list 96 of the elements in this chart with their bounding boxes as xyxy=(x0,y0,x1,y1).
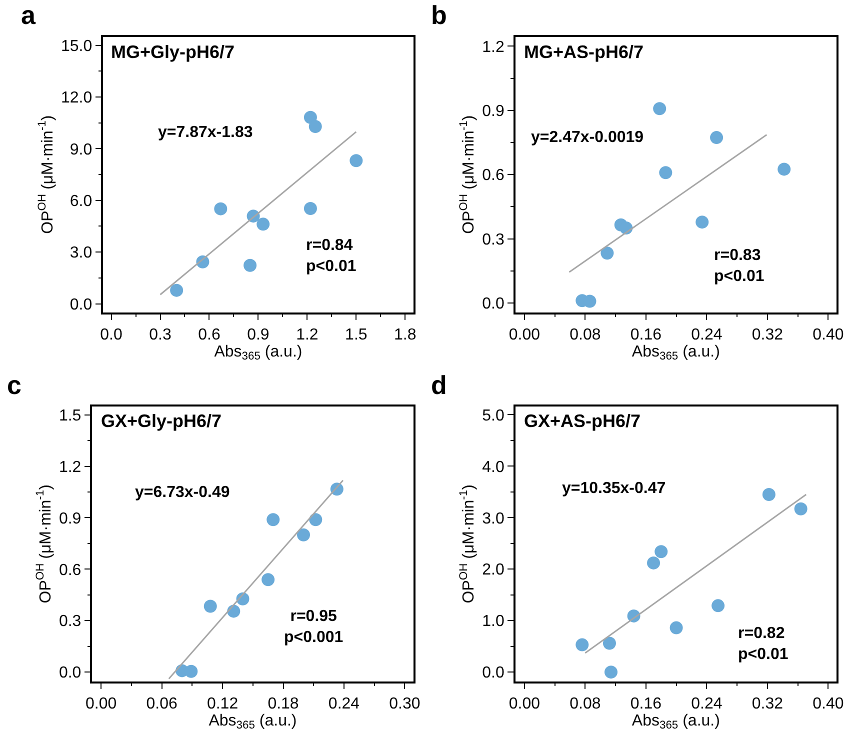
point xyxy=(297,528,310,542)
y-tick-label: 0.0 xyxy=(58,664,82,682)
point xyxy=(256,218,270,231)
y-tick-label: 9.0 xyxy=(70,141,92,158)
x-tick-label: 0.3 xyxy=(149,326,172,344)
point xyxy=(214,202,228,216)
annotation: r=0.95 p<0.001 xyxy=(284,608,344,646)
point xyxy=(794,502,808,516)
y-tick-label: 0.0 xyxy=(482,296,504,313)
y-tick-label: 1.0 xyxy=(482,613,504,630)
point xyxy=(184,664,198,678)
x-tick-label: 1.2 xyxy=(296,326,318,344)
point xyxy=(653,102,666,116)
point xyxy=(309,513,322,526)
y-tick-label: 0.0 xyxy=(482,664,504,682)
y-tick-label: 0.6 xyxy=(58,562,82,579)
point xyxy=(696,216,709,229)
x-tick-label: 0.0 xyxy=(100,326,122,344)
chart-title: MG+AS-pH6/7 xyxy=(524,42,644,62)
point xyxy=(350,154,363,168)
y-tick-label: 1.2 xyxy=(482,38,504,56)
text: a xyxy=(21,0,36,30)
annotation: y=6.73x-0.49 xyxy=(135,484,230,501)
y-tick-label: 0.9 xyxy=(482,102,504,120)
x-axis-title: Abs$_{365}$ (a.u.) xyxy=(632,343,720,363)
chart-title: GX+Gly-pH6/7 xyxy=(101,411,222,431)
x-axis-title: Abs$_{365}$ (a.u.) xyxy=(214,343,302,363)
y-tick-label: 2.0 xyxy=(482,562,504,579)
x-tick-label: 0.08 xyxy=(570,326,601,344)
x-axis-title: Abs$_{365}$ (a.u.) xyxy=(632,712,720,732)
x-tick-label: 0.32 xyxy=(752,695,784,712)
y-tick-label: 4.0 xyxy=(482,458,504,476)
annotation: r=0.84 p<0.01 xyxy=(306,237,356,275)
x-tick-label: 0.06 xyxy=(146,695,178,712)
point xyxy=(600,246,614,260)
x-tick-label: 0.00 xyxy=(508,695,540,712)
chart-title: MG+Gly-pH6/7 xyxy=(111,42,235,62)
point xyxy=(244,258,257,272)
y-tick-label: 1.2 xyxy=(58,458,82,476)
y-tick-label: 1.5 xyxy=(58,407,82,424)
point xyxy=(647,556,660,570)
y-tick-label: 0.0 xyxy=(70,296,92,314)
chart-title: GX+AS-pH6/7 xyxy=(524,411,641,431)
point xyxy=(170,284,184,297)
x-tick-label: 0.9 xyxy=(247,326,270,344)
x-tick-label: 0.24 xyxy=(691,695,722,712)
x-tick-label: 0.00 xyxy=(85,695,117,712)
y-tick-label: 0.3 xyxy=(482,231,504,248)
annotation: r=0.82 p<0.01 xyxy=(738,625,788,663)
x-tick-label: 0.00 xyxy=(508,326,540,344)
y-tick-label: 3.0 xyxy=(482,510,504,528)
y-tick-label: 5.0 xyxy=(482,407,504,424)
point xyxy=(308,120,322,133)
x-tick-label: 0.18 xyxy=(268,695,299,712)
x-tick-label: 0.30 xyxy=(389,695,420,712)
y-tick-label: 3.0 xyxy=(70,244,92,262)
text: d xyxy=(431,370,447,400)
annotation: y=10.35x-0.47 xyxy=(562,480,666,497)
point xyxy=(576,638,589,652)
x-tick-label: 0.24 xyxy=(328,695,360,712)
point xyxy=(778,162,791,176)
point xyxy=(266,513,280,526)
point xyxy=(304,202,317,215)
y-tick-label: 0.6 xyxy=(482,167,504,184)
point xyxy=(654,545,668,558)
point xyxy=(602,636,616,650)
point xyxy=(670,621,683,634)
x-tick-label: 0.40 xyxy=(812,695,844,712)
point xyxy=(762,488,776,501)
point xyxy=(204,600,217,613)
x-tick-label: 0.12 xyxy=(206,695,238,712)
text: b xyxy=(431,0,447,30)
point xyxy=(710,131,724,144)
point xyxy=(712,599,725,612)
y-tick-label: 12.0 xyxy=(61,90,92,107)
x-axis-title: Abs$_{365}$ (a.u.) xyxy=(208,712,297,732)
x-tick-label: 0.6 xyxy=(198,326,220,344)
point xyxy=(659,166,672,180)
y-tick-label: 0.9 xyxy=(58,510,82,528)
x-tick-label: 0.24 xyxy=(691,326,722,344)
x-tick-label: 1.8 xyxy=(394,326,416,344)
x-tick-label: 0.32 xyxy=(752,326,784,344)
x-tick-label: 0.16 xyxy=(630,326,662,344)
x-tick-label: 1.5 xyxy=(345,326,368,344)
x-tick-label: 0.40 xyxy=(812,326,844,344)
y-tick-label: 6.0 xyxy=(70,193,92,210)
x-tick-label: 0.16 xyxy=(630,695,662,712)
text: c xyxy=(7,370,22,400)
y-tick-label: 15.0 xyxy=(61,38,92,55)
annotation: y=2.47x-0.0019 xyxy=(531,129,644,146)
x-tick-label: 0.08 xyxy=(570,695,601,712)
point xyxy=(262,573,275,586)
point xyxy=(604,666,618,679)
annotation: y=7.87x-1.83 xyxy=(158,124,253,141)
annotation: r=0.83 p<0.01 xyxy=(714,247,764,285)
y-tick-label: 0.3 xyxy=(58,613,82,630)
